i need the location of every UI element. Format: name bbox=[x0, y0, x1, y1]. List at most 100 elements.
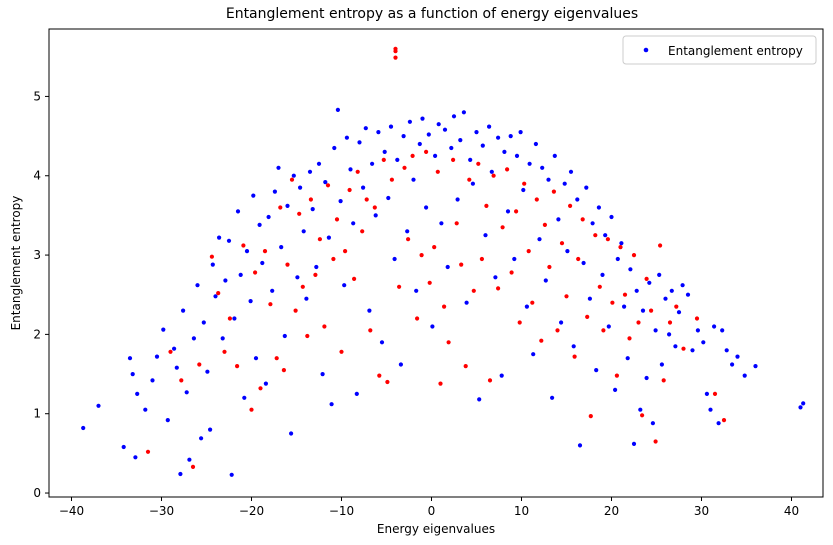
data-point bbox=[130, 372, 135, 377]
data-point bbox=[184, 390, 189, 395]
data-point bbox=[753, 364, 758, 369]
data-point bbox=[178, 471, 183, 477]
y-tick-label: 5 bbox=[33, 89, 41, 103]
data-point bbox=[427, 280, 432, 285]
data-point bbox=[477, 397, 482, 402]
data-point bbox=[593, 233, 598, 238]
legend-label: Entanglement entropy bbox=[668, 44, 803, 58]
data-point bbox=[534, 197, 539, 202]
data-point bbox=[590, 221, 595, 226]
data-point bbox=[610, 300, 615, 305]
legend-marker bbox=[643, 47, 649, 53]
data-point bbox=[344, 135, 349, 140]
data-point bbox=[172, 346, 177, 351]
data-point bbox=[622, 304, 627, 309]
data-point bbox=[276, 165, 281, 170]
data-point bbox=[530, 300, 535, 305]
data-point bbox=[436, 122, 441, 127]
data-point bbox=[451, 157, 456, 162]
data-point bbox=[625, 356, 630, 361]
data-point bbox=[435, 169, 440, 174]
data-point bbox=[410, 153, 415, 158]
data-point bbox=[487, 124, 492, 129]
data-point bbox=[618, 245, 623, 250]
data-point bbox=[81, 425, 86, 431]
data-point bbox=[564, 294, 569, 299]
data-point bbox=[127, 356, 133, 361]
data-point bbox=[584, 185, 589, 190]
data-point bbox=[397, 284, 402, 289]
data-point bbox=[673, 344, 678, 349]
data-point bbox=[464, 300, 469, 305]
data-point bbox=[461, 110, 466, 115]
data-point bbox=[631, 253, 637, 258]
data-point bbox=[518, 130, 523, 135]
data-point bbox=[300, 284, 305, 289]
data-point bbox=[634, 288, 639, 293]
data-point bbox=[293, 308, 298, 313]
data-point bbox=[505, 167, 510, 172]
data-point bbox=[415, 316, 420, 321]
data-point bbox=[517, 320, 522, 325]
data-point bbox=[505, 209, 511, 214]
data-point bbox=[568, 203, 573, 208]
data-point bbox=[145, 449, 151, 454]
data-point bbox=[661, 378, 666, 383]
data-point bbox=[320, 372, 325, 377]
data-point bbox=[640, 308, 646, 313]
data-point bbox=[135, 391, 140, 396]
data-point bbox=[386, 195, 391, 201]
data-point bbox=[323, 180, 328, 185]
data-point bbox=[606, 324, 611, 329]
y-tick-label: 4 bbox=[33, 169, 41, 183]
data-point bbox=[701, 340, 706, 345]
data-point bbox=[205, 369, 210, 374]
data-point bbox=[301, 229, 306, 234]
data-point bbox=[217, 235, 222, 240]
data-point bbox=[187, 457, 192, 462]
data-point bbox=[658, 243, 663, 248]
data-point bbox=[268, 302, 273, 307]
data-point bbox=[496, 286, 501, 291]
data-point bbox=[248, 299, 253, 304]
data-point bbox=[262, 249, 268, 254]
data-point bbox=[798, 405, 803, 410]
data-point bbox=[438, 381, 443, 386]
data-point bbox=[568, 169, 574, 174]
data-point bbox=[208, 427, 213, 432]
data-point bbox=[559, 320, 564, 325]
data-point bbox=[603, 233, 608, 238]
data-point bbox=[613, 387, 618, 392]
data-point bbox=[681, 346, 686, 351]
data-point bbox=[282, 333, 287, 339]
data-point bbox=[521, 187, 526, 193]
data-point bbox=[392, 256, 397, 262]
data-point bbox=[297, 211, 302, 216]
data-point bbox=[546, 177, 551, 182]
data-point bbox=[229, 472, 234, 477]
data-point bbox=[334, 217, 340, 222]
data-point bbox=[476, 161, 481, 166]
plot-frame bbox=[48, 28, 824, 498]
data-point bbox=[420, 116, 425, 121]
data-point bbox=[258, 386, 263, 391]
points-layer bbox=[81, 46, 806, 477]
x-axis-ticks: −40 −30 −20 −10 0 10 20 30 40 bbox=[59, 497, 799, 518]
data-point bbox=[724, 348, 729, 353]
y-axis-ticks: 0 1 2 3 4 5 bbox=[33, 89, 49, 500]
data-point bbox=[242, 395, 247, 400]
data-point bbox=[407, 119, 412, 124]
data-point bbox=[601, 328, 606, 333]
data-point bbox=[335, 107, 340, 112]
data-point bbox=[470, 181, 475, 186]
x-tick-label: −20 bbox=[239, 504, 264, 518]
data-point bbox=[479, 256, 484, 262]
data-point bbox=[433, 153, 438, 158]
data-point bbox=[381, 157, 386, 162]
data-point bbox=[471, 288, 476, 293]
data-point bbox=[445, 264, 450, 270]
data-point bbox=[446, 340, 451, 345]
data-point bbox=[222, 349, 227, 354]
x-axis-label: Energy eigenvalues bbox=[377, 522, 495, 536]
